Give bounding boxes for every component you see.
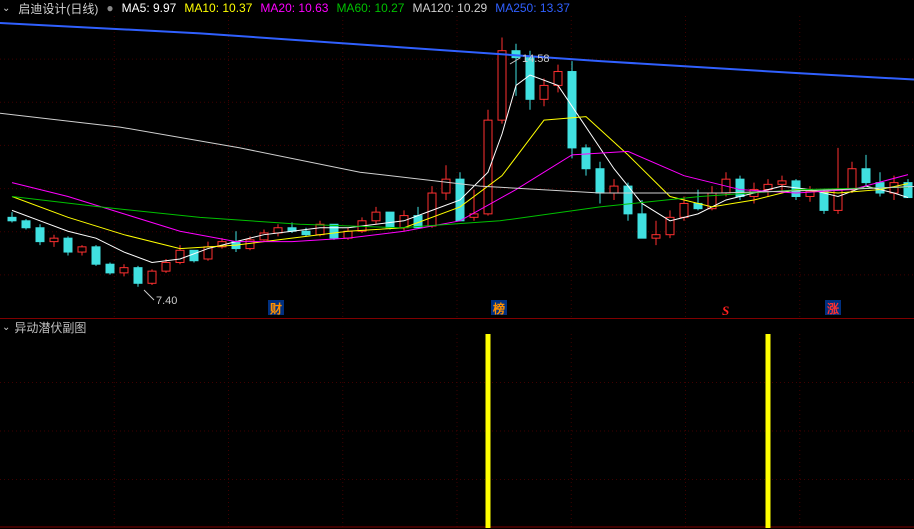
stock-title: 启迪设计(日线) bbox=[18, 0, 98, 17]
main-candlestick-chart[interactable]: 14.58 7.40 财 榜 S 涨 bbox=[0, 16, 914, 318]
ma120-label: MA120: 10.29 bbox=[412, 1, 487, 15]
svg-text:财: 财 bbox=[269, 301, 282, 316]
ma20-label: MA20: 10.63 bbox=[260, 1, 328, 15]
ma10-label: MA10: 10.37 bbox=[184, 1, 252, 15]
svg-text:S: S bbox=[722, 303, 729, 318]
svg-text:14.58: 14.58 bbox=[522, 53, 550, 65]
main-chart-header: ⌄ 启迪设计(日线) ● MA5: 9.97 MA10: 10.37 MA20:… bbox=[0, 0, 914, 16]
ma60-label: MA60: 10.27 bbox=[336, 1, 404, 15]
svg-text:榜: 榜 bbox=[493, 301, 505, 316]
sub-chart-title: 异动潜伏副图 bbox=[14, 319, 86, 336]
collapse-icon[interactable]: ⌄ bbox=[2, 322, 10, 333]
svg-text:7.40: 7.40 bbox=[156, 295, 177, 307]
sub-indicator-chart[interactable] bbox=[0, 334, 914, 528]
collapse-icon[interactable]: ⌄ bbox=[2, 3, 10, 14]
svg-text:涨: 涨 bbox=[827, 301, 839, 316]
ma5-label: MA5: 9.97 bbox=[122, 1, 177, 15]
separator-dot: ● bbox=[106, 1, 113, 15]
ma250-label: MA250: 13.37 bbox=[495, 1, 570, 15]
sub-chart-header: ⌄ 异动潜伏副图 bbox=[0, 318, 914, 335]
